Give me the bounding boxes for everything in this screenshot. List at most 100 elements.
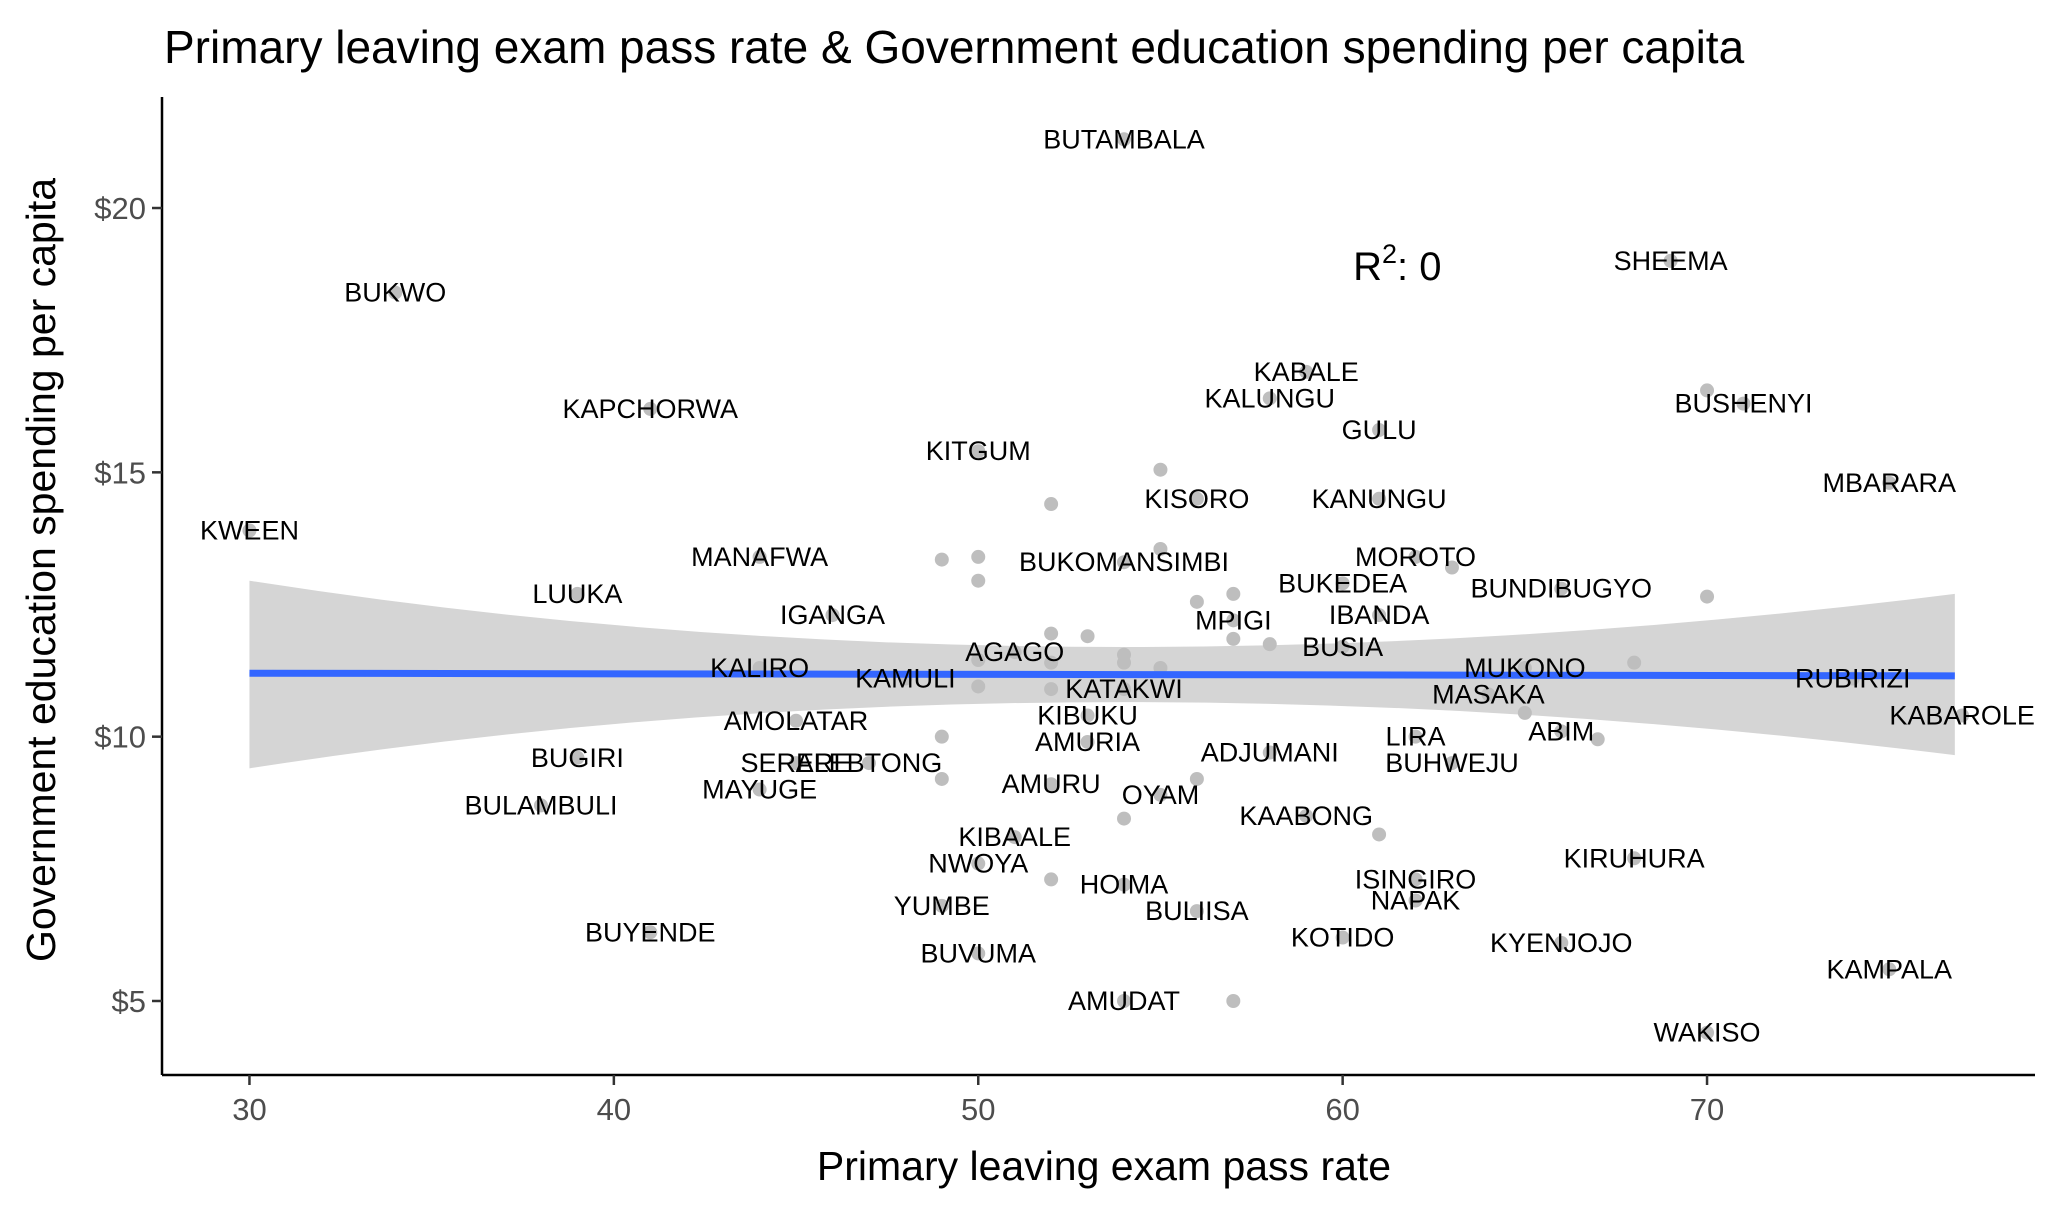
label-kabale: KABALE (1254, 357, 1359, 387)
label-kamuli: KAMULI (855, 664, 956, 694)
point-bundibugyo (1554, 581, 1569, 596)
point-luuka (570, 586, 585, 601)
y-axis-title: Government education spending per capita (18, 178, 64, 962)
point-unlabeled-29 (1117, 811, 1132, 826)
point-unlabeled-22 (971, 679, 986, 694)
point-unlabeled-15 (1262, 637, 1277, 652)
point-abim (1554, 724, 1569, 739)
label-bukwo: BUKWO (344, 278, 446, 308)
point-kanungu (1372, 491, 1387, 506)
point-unlabeled-20 (1627, 655, 1642, 670)
y-axis-ticks: $5 $10 $15 $20 (94, 191, 162, 1019)
point-unlabeled-12 (1044, 626, 1059, 641)
point-manafwa (752, 549, 767, 564)
point-unlabeled-7 (1444, 560, 1459, 575)
label-amuru: AMURU (1002, 769, 1101, 799)
point-kiruhura (1627, 851, 1642, 866)
point-amuru (1044, 777, 1059, 792)
label-kalungu: KALUNGU (1205, 383, 1336, 413)
label-bugiri: BUGIRI (531, 743, 624, 773)
point-unlabeled-32 (1226, 993, 1241, 1008)
point-iganga (825, 608, 840, 623)
points-layer (242, 132, 1970, 1040)
point-unlabeled-26 (1590, 732, 1605, 747)
point-unlabeled-1 (1700, 383, 1715, 398)
label-kampala: KAMPALA (1826, 954, 1952, 984)
point-unlabeled-30 (1372, 827, 1387, 842)
point-kalungu (1262, 391, 1277, 406)
point-butambala (1117, 132, 1132, 147)
label-kisoro: KISORO (1144, 484, 1249, 514)
point-masaka (1481, 687, 1496, 702)
label-buvuma: BUVUMA (920, 938, 1036, 968)
point-kibaale (1007, 830, 1022, 845)
point-unlabeled-9 (1226, 586, 1241, 601)
label-kanungu: KANUNGU (1312, 484, 1447, 514)
point-kampala (1882, 962, 1897, 977)
label-kapchorwa: KAPCHORWA (563, 394, 739, 424)
point-adjumani (1262, 745, 1277, 760)
label-bundibugyo: BUNDIBUGYO (1471, 574, 1653, 604)
point-kibuku (1080, 708, 1095, 723)
r-squared-base: R (1353, 245, 1382, 289)
point-bukwo (388, 285, 403, 300)
point-amudat (1117, 993, 1132, 1008)
label-kabarole: KABAROLE (1889, 701, 2035, 731)
point-lira (1408, 729, 1423, 744)
point-kitgum (971, 444, 986, 459)
point-unlabeled-14 (1226, 631, 1241, 646)
point-unlabeled-27 (934, 771, 949, 786)
y-tick-label-15: $15 (94, 455, 146, 490)
point-isingiro (1408, 872, 1423, 887)
point-bukedea (1335, 576, 1350, 591)
point-moroto (1408, 549, 1423, 564)
point-bukomansimbi (1117, 555, 1132, 570)
point-kapchorwa (643, 401, 658, 416)
point-napak (1408, 893, 1423, 908)
point-unlabeled-23 (1044, 682, 1059, 697)
point-unlabeled-5 (934, 552, 949, 567)
point-mayuge (752, 782, 767, 797)
label-isingiro: ISINGIRO (1355, 864, 1477, 894)
point-alebtong (861, 756, 876, 771)
point-hoima (1117, 877, 1132, 892)
x-tick-label-60: 60 (1325, 1092, 1359, 1127)
label-agago: AGAGO (965, 637, 1064, 667)
label-napak: NAPAK (1371, 886, 1461, 916)
point-gulu (1372, 423, 1387, 438)
point-unlabeled-13 (1080, 629, 1095, 644)
point-wakiso (1700, 1025, 1715, 1040)
label-bukedea: BUKEDEA (1278, 568, 1407, 598)
y-tick-label-5: $5 (112, 984, 146, 1019)
label-lira: LIRA (1386, 722, 1446, 752)
point-buliisa (1189, 904, 1204, 919)
label-abim: ABIM (1528, 716, 1594, 746)
point-yumbe (934, 898, 949, 913)
point-kisoro (1189, 491, 1204, 506)
axes: 30 40 50 60 70 $5 $10 $15 $20 (94, 97, 2035, 1127)
label-buhweju: BUHWEJU (1385, 748, 1519, 778)
point-sheema (1663, 253, 1678, 268)
point-nwoya (971, 856, 986, 871)
x-axis-ticks: 30 40 50 60 70 (232, 1075, 1724, 1127)
label-kween: KWEEN (200, 515, 299, 545)
point-kotido (1335, 930, 1350, 945)
label-wakiso: WAKISO (1654, 1018, 1761, 1048)
point-busia (1335, 639, 1350, 654)
trend-line (249, 669, 1955, 680)
point-oyam (1153, 787, 1168, 802)
point-mukono (1517, 660, 1532, 675)
label-iganga: IGANGA (780, 600, 885, 630)
point-unlabeled-25 (934, 729, 949, 744)
label-serere: SERERE (741, 748, 852, 778)
x-tick-label-30: 30 (232, 1092, 266, 1127)
x-tick-label-50: 50 (961, 1092, 995, 1127)
label-gulu: GULU (1342, 415, 1417, 445)
label-bushenyi: BUSHENYI (1674, 389, 1812, 419)
point-unlabeled-11 (1189, 594, 1204, 609)
label-ibanda: IBANDA (1329, 600, 1430, 630)
point-unlabeled-18 (971, 653, 986, 668)
point-bushenyi (1736, 396, 1751, 411)
label-kiruhura: KIRUHURA (1564, 843, 1705, 873)
y-tick-label-10: $10 (94, 720, 146, 755)
